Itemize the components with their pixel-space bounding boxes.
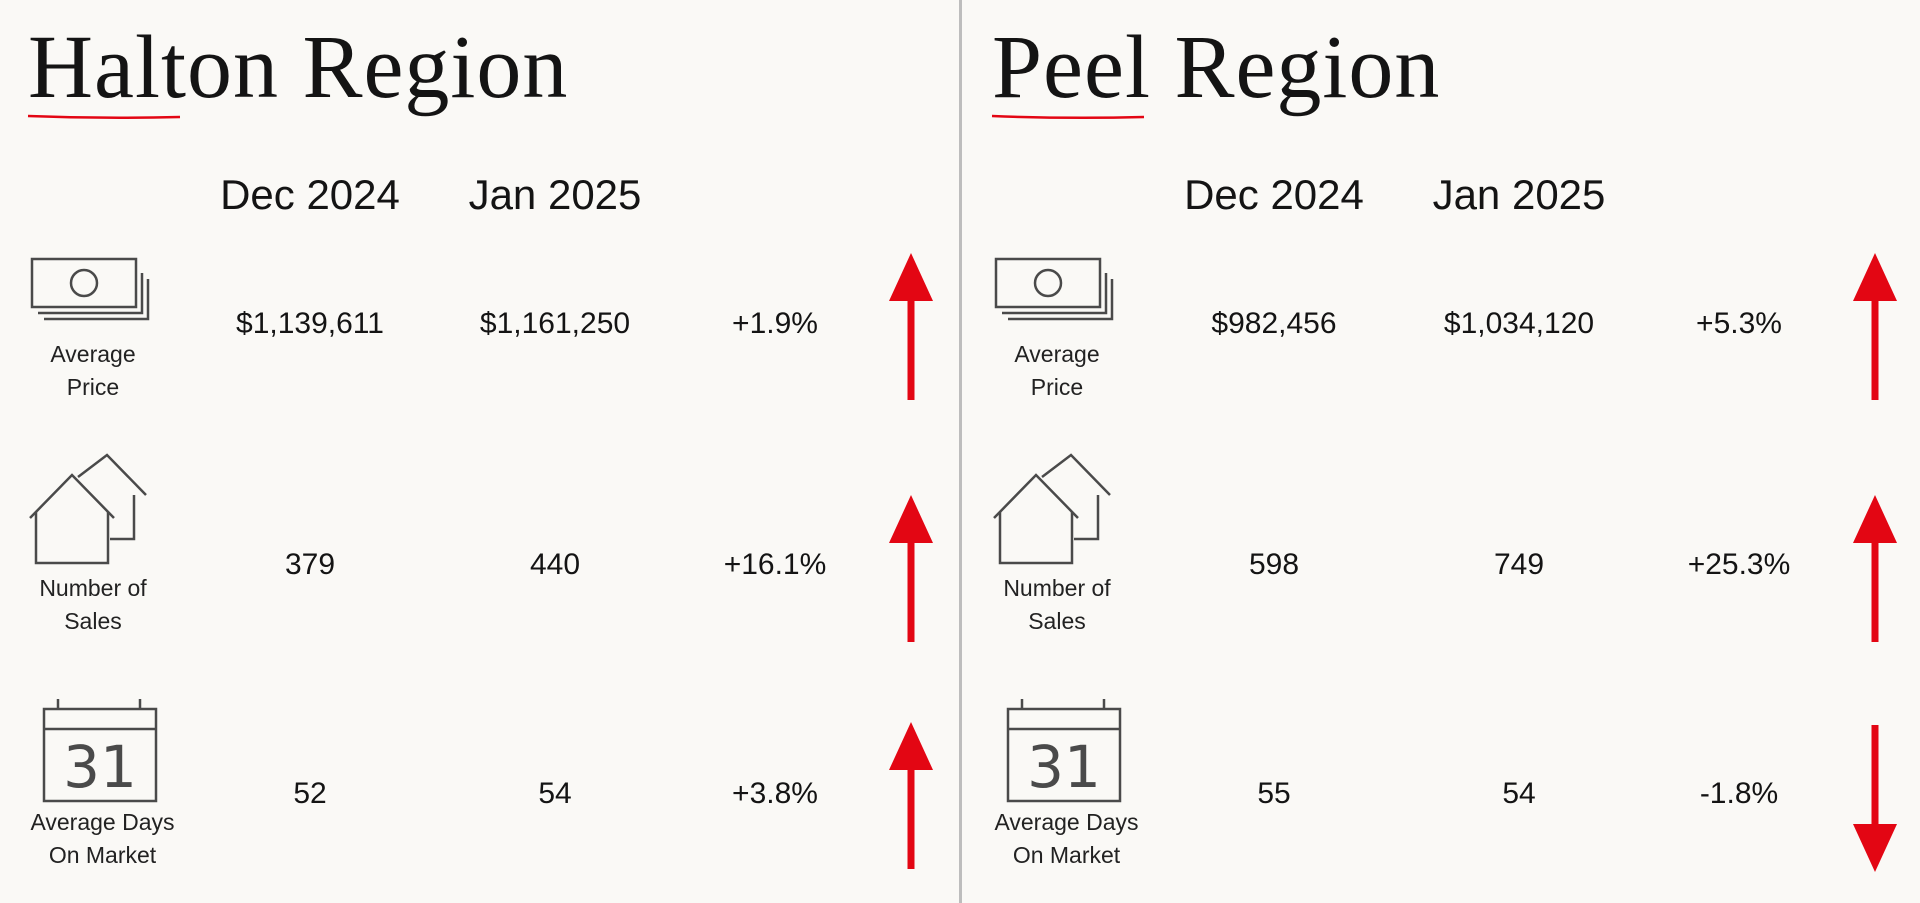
metric-row-average-days-on-market: 31 Average Days On Market 52 54 +3.8% bbox=[0, 695, 960, 895]
calendar-31-icon: 31 bbox=[1006, 699, 1122, 803]
metric-label-line: Sales bbox=[1028, 608, 1086, 634]
dec-2024-value: 52 bbox=[293, 777, 327, 810]
column-header-dec-2024: Dec 2024 bbox=[220, 171, 400, 218]
percent-change-value: +25.3% bbox=[1687, 548, 1791, 581]
dec-2024-value: 598 bbox=[1248, 548, 1300, 581]
dec-2024-value: $1,139,611 bbox=[236, 307, 384, 340]
title-underline bbox=[27, 114, 181, 120]
column-header-dec-2024: Dec 2024 bbox=[1184, 171, 1364, 218]
jan-2025-value: $1,034,120 bbox=[1443, 307, 1595, 340]
trend-up-arrow-icon bbox=[889, 495, 933, 642]
percent-change-value: +1.9% bbox=[732, 307, 818, 340]
metric-label: Average Days On Market bbox=[964, 806, 1169, 872]
metric-row-number-of-sales: Number of Sales 598 749 +25.3% bbox=[964, 453, 1920, 642]
jan-2025-value: 54 bbox=[538, 777, 572, 810]
money-stack-icon bbox=[994, 257, 1114, 321]
metric-label-line: Average bbox=[1014, 341, 1100, 367]
metric-label: Average Price bbox=[8, 338, 178, 404]
metric-label-line: On Market bbox=[48, 842, 157, 868]
metric-label-line: On Market bbox=[1012, 842, 1121, 868]
trend-up-arrow-icon bbox=[1853, 495, 1897, 642]
percent-change-value: +3.8% bbox=[732, 777, 818, 810]
trend-up-arrow-icon bbox=[889, 722, 933, 869]
metric-row-average-price: Average Price $982,456 $1,034,120 +5.3% bbox=[964, 250, 1920, 410]
percent-change-value: +16.1% bbox=[723, 548, 827, 581]
houses-icon bbox=[993, 453, 1111, 565]
jan-2025-value: $1,161,250 bbox=[479, 307, 631, 340]
metric-label: Number of Sales bbox=[972, 572, 1142, 638]
metric-label: Average Days On Market bbox=[0, 806, 205, 872]
calendar-31-icon: 31 bbox=[42, 699, 158, 803]
trend-up-arrow-icon bbox=[889, 253, 933, 400]
dec-2024-value: 379 bbox=[284, 548, 336, 581]
calendar-day-number: 31 bbox=[63, 733, 137, 801]
panel-divider bbox=[959, 0, 962, 903]
metric-label: Average Price bbox=[972, 338, 1142, 404]
region-title: Peel Region bbox=[992, 18, 1441, 117]
title-underline bbox=[991, 114, 1145, 120]
metric-label-line: Price bbox=[1030, 374, 1084, 400]
metric-label-line: Number of bbox=[1003, 575, 1111, 601]
jan-2025-value: 54 bbox=[1502, 777, 1536, 810]
percent-change-value: +5.3% bbox=[1696, 307, 1782, 340]
percent-change-value: -1.8% bbox=[1699, 777, 1779, 810]
metric-row-average-price: Average Price $1,139,611 $1,161,250 +1.9… bbox=[0, 250, 960, 410]
metric-row-average-days-on-market: 31 Average Days On Market 55 54 -1.8% bbox=[964, 695, 1920, 895]
halton-region-panel: Halton Region Dec 2024 Jan 2025 Average … bbox=[0, 18, 960, 895]
metric-label-line: Price bbox=[66, 374, 120, 400]
trend-up-arrow-icon bbox=[1853, 253, 1897, 400]
calendar-day-number: 31 bbox=[1027, 733, 1101, 801]
houses-icon bbox=[29, 453, 147, 565]
column-header-jan-2025: Jan 2025 bbox=[1432, 171, 1606, 218]
column-header-jan-2025: Jan 2025 bbox=[468, 171, 642, 218]
metric-label-line: Average bbox=[50, 341, 136, 367]
jan-2025-value: 749 bbox=[1493, 548, 1545, 581]
metric-label-line: Sales bbox=[64, 608, 122, 634]
metric-label: Number of Sales bbox=[8, 572, 178, 638]
jan-2025-value: 440 bbox=[529, 548, 581, 581]
region-title: Halton Region bbox=[28, 18, 569, 117]
trend-down-arrow-icon bbox=[1853, 725, 1897, 872]
dec-2024-value: 55 bbox=[1257, 777, 1291, 810]
money-stack-icon bbox=[30, 257, 150, 321]
dec-2024-value: $982,456 bbox=[1211, 307, 1337, 340]
peel-region-panel: Peel Region Dec 2024 Jan 2025 Average Pr… bbox=[964, 0, 1920, 903]
metric-row-number-of-sales: Number of Sales 379 440 +16.1% bbox=[0, 453, 960, 642]
metric-label-line: Number of bbox=[39, 575, 147, 601]
metric-label-line: Average Days bbox=[30, 809, 175, 835]
metric-label-line: Average Days bbox=[994, 809, 1139, 835]
